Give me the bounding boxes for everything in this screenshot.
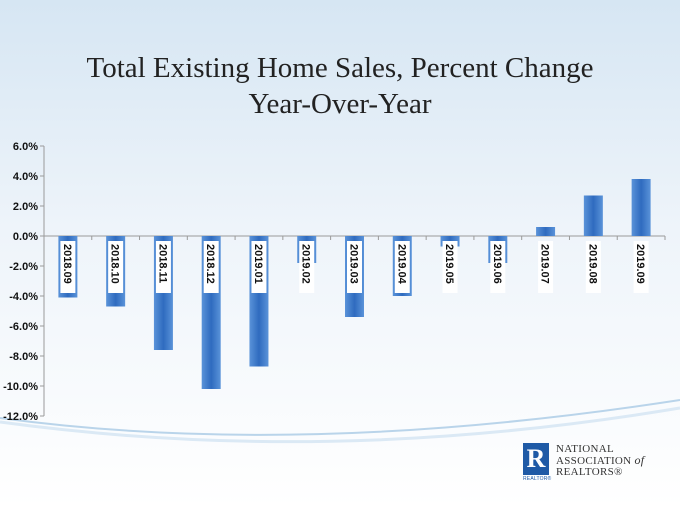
- chart-title: Total Existing Home Sales, Percent Chang…: [0, 50, 680, 122]
- x-tick-label-background: [347, 241, 362, 293]
- y-tick-label: 2.0%: [13, 201, 38, 213]
- bar: [536, 227, 556, 236]
- y-tick-label: -10.0%: [3, 381, 38, 393]
- y-tick-label: 0.0%: [13, 231, 38, 243]
- chart-title-line-2: Year-Over-Year: [248, 88, 432, 120]
- x-tick-label-background: [585, 241, 601, 293]
- x-tick-label-background: [251, 241, 267, 293]
- x-tick-label: 2019.05: [443, 244, 455, 284]
- x-tick-label-background: [299, 241, 315, 293]
- x-tick-label: 2019.04: [395, 244, 407, 285]
- realtor-r-icon: R: [523, 443, 549, 475]
- x-tick-label: 2019.07: [539, 244, 551, 284]
- x-tick-label-background: [442, 241, 458, 293]
- bar: [631, 179, 651, 236]
- x-tick-label: 2019.03: [348, 244, 360, 284]
- x-tick-label-background: [108, 241, 124, 293]
- y-tick-label: -6.0%: [9, 321, 38, 333]
- x-tick-label: 2018.12: [204, 244, 216, 284]
- logo-text-line-2: ASSOCIATION of: [556, 453, 645, 467]
- nar-logo: R REALTOR® NATIONAL ASSOCIATION of REALT…: [523, 443, 673, 483]
- x-tick-label-background: [203, 241, 219, 293]
- y-tick-label: 6.0%: [13, 141, 38, 153]
- logo-mark-caption: REALTOR®: [523, 476, 552, 482]
- bar: [583, 195, 603, 236]
- x-tick-label-background: [633, 241, 649, 293]
- y-tick-label: 4.0%: [13, 171, 38, 183]
- x-tick-label: 2019.08: [586, 244, 598, 284]
- x-tick-label-background: [60, 241, 76, 293]
- y-tick-label: -8.0%: [9, 351, 38, 363]
- x-tick-label: 2019.09: [634, 244, 646, 284]
- y-tick-label: -4.0%: [9, 291, 38, 303]
- logo-text-line-1: NATIONAL: [556, 443, 615, 455]
- y-tick-label: -12.0%: [3, 411, 38, 423]
- x-tick-label: 2018.11: [156, 244, 168, 283]
- logo-text-line-2-suffix: of: [634, 453, 645, 467]
- x-tick-label-background: [155, 241, 171, 293]
- logo-text: NATIONAL ASSOCIATION of REALTORS®: [556, 444, 644, 478]
- y-tick-label: -2.0%: [9, 261, 38, 273]
- x-tick-label-background: [394, 241, 410, 293]
- x-tick-label: 2019.02: [300, 244, 312, 284]
- x-tick-label: 2018.09: [61, 244, 73, 284]
- x-tick-label: 2018.10: [109, 244, 121, 284]
- logo-mark-letter: R: [526, 444, 546, 473]
- logo-text-line-3: REALTORS®: [556, 466, 623, 478]
- x-tick-label: 2019.01: [252, 244, 264, 284]
- logo-text-line-2-main: ASSOCIATION: [556, 455, 632, 467]
- x-tick-label-background: [538, 241, 554, 293]
- x-tick-label: 2019.06: [491, 244, 503, 284]
- chart-title-line-1: Total Existing Home Sales, Percent Chang…: [86, 52, 594, 84]
- x-tick-label-background: [490, 241, 506, 293]
